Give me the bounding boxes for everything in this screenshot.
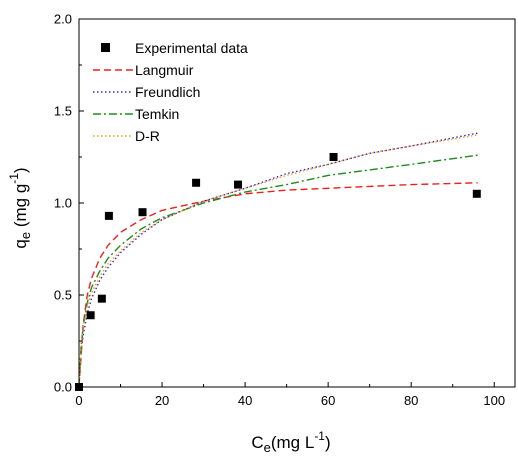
y-tick-label: 0.5 bbox=[54, 288, 72, 303]
x-axis-title-rest: (mg L bbox=[271, 433, 314, 452]
experimental-data-point bbox=[86, 311, 95, 320]
x-tick-label: 20 bbox=[155, 393, 169, 408]
axis-tick-labels: 0 20 40 60 80 100 0.0 0.5 1.0 1.5 2.0 bbox=[54, 12, 505, 409]
y-tick-label: 1.5 bbox=[54, 104, 72, 119]
series-line-d-r bbox=[78, 134, 478, 388]
experimental-data-point bbox=[104, 211, 113, 220]
axis-ticks bbox=[78, 18, 495, 388]
x-axis-title-end: ) bbox=[325, 433, 331, 452]
y-tick-label: 2.0 bbox=[54, 12, 72, 27]
experimental-data-point bbox=[234, 180, 243, 189]
experimental-data-point bbox=[192, 178, 201, 187]
legend: Experimental data Langmuir Freundlich Temki… bbox=[93, 40, 248, 144]
y-axis-title: qe (mg g-1) bbox=[7, 167, 33, 248]
experimental-data-point bbox=[329, 153, 338, 161]
x-tick-label: 60 bbox=[321, 393, 335, 408]
x-axis-title-sub: e bbox=[264, 440, 271, 455]
legend-marker-experimental bbox=[101, 43, 110, 52]
y-axis-title-sup: -1 bbox=[7, 173, 21, 184]
x-tick-label: 100 bbox=[483, 393, 505, 408]
x-tick-label: 80 bbox=[404, 393, 418, 408]
legend-label: Temkin bbox=[135, 106, 179, 122]
x-tick-label: 40 bbox=[238, 393, 252, 408]
plot-area bbox=[75, 132, 481, 391]
y-tick-label: 0.0 bbox=[54, 380, 72, 395]
y-axis-title-rest: (mg g bbox=[11, 184, 30, 232]
x-tick-label: 0 bbox=[75, 393, 82, 408]
experimental-data-point bbox=[138, 208, 147, 217]
series-line-langmuir bbox=[78, 182, 478, 388]
legend-label: Experimental data bbox=[135, 40, 248, 56]
legend-label: D-R bbox=[135, 128, 160, 144]
legend-label: Langmuir bbox=[135, 62, 194, 78]
legend-label: Freundlich bbox=[135, 84, 200, 100]
series-line-temkin bbox=[78, 154, 478, 388]
experimental-data-point bbox=[472, 189, 481, 198]
x-axis-title-sup: -1 bbox=[314, 429, 325, 443]
series-line-freundlich bbox=[78, 132, 478, 388]
experimental-data-point bbox=[97, 294, 106, 303]
y-axis-title-main: q bbox=[11, 239, 30, 248]
x-axis-title: Ce(mg L-1) bbox=[251, 429, 330, 455]
x-axis-title-main: C bbox=[251, 433, 263, 452]
y-tick-label: 1.0 bbox=[54, 196, 72, 211]
y-axis-title-end: ) bbox=[11, 167, 30, 173]
y-axis-title-sub: e bbox=[18, 232, 33, 239]
